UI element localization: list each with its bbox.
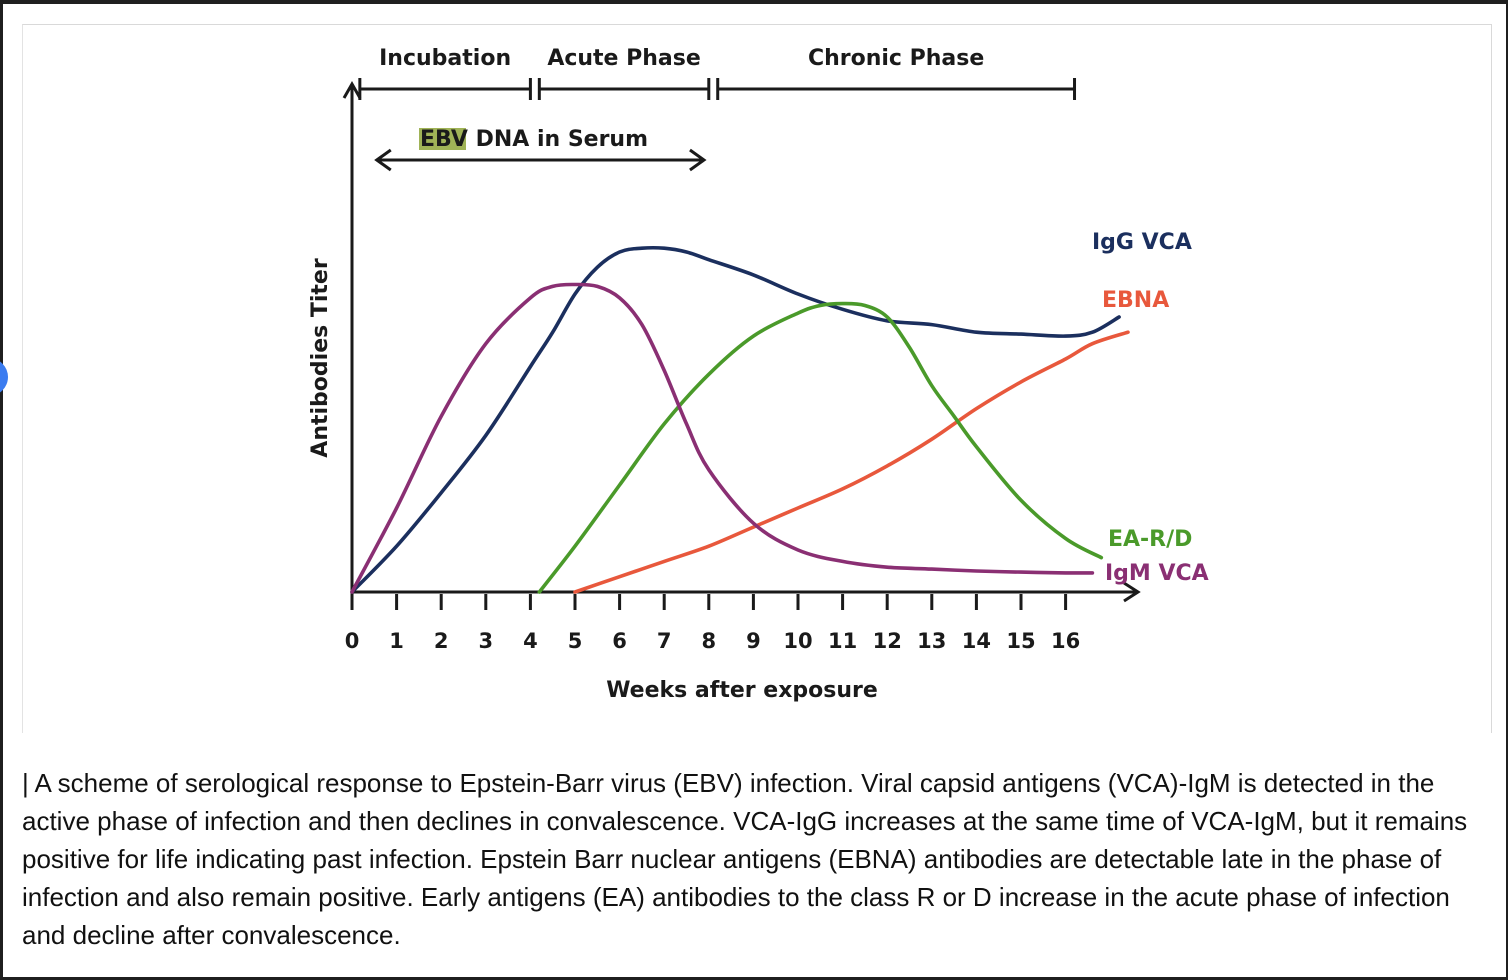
x-tick-label: 16: [1051, 629, 1080, 653]
dna-span-label: EBV DNA in Serum: [420, 127, 648, 152]
series-label-ebna: EBNA: [1102, 288, 1169, 313]
series-line-ebna: [573, 330, 1130, 594]
ebv-highlight-box: [419, 128, 466, 150]
x-tick-label: 7: [657, 629, 672, 653]
x-tick-label: 13: [917, 629, 946, 653]
x-tick-label: 0: [345, 629, 360, 653]
x-tick-label: 15: [1006, 629, 1035, 653]
x-tick-label: 9: [746, 629, 761, 653]
series-line-ea-r-d: [537, 301, 1104, 594]
x-tick-label: 4: [523, 629, 538, 653]
x-tick-label: 1: [389, 629, 404, 653]
series-label-igm-vca: IgM VCA: [1105, 561, 1209, 586]
x-tick-label: 14: [962, 629, 991, 653]
window-frame-right: [1506, 0, 1508, 980]
x-tick-label: 11: [828, 629, 857, 653]
phase-label: Chronic Phase: [808, 46, 984, 71]
x-tick-label: 2: [434, 629, 449, 653]
dna-span-label-highlight: EBV: [420, 127, 468, 152]
x-tick-label: 5: [568, 629, 583, 653]
series-line-igg-vca: [350, 245, 1121, 594]
series-label-igg-vca: IgG VCA: [1092, 230, 1192, 255]
phase-label: Incubation: [379, 46, 511, 71]
dna-span-left-arrowhead: [374, 148, 392, 172]
y-axis-arrowhead: [342, 80, 362, 99]
window-frame-bottom: [0, 977, 1508, 980]
window-frame-top: [0, 0, 1508, 4]
figure-caption: | A scheme of serological response to Ep…: [22, 768, 1468, 950]
x-tick-label: 3: [478, 629, 493, 653]
dna-span-right-arrowhead: [689, 148, 707, 172]
x-axis-label: Weeks after exposure: [606, 678, 878, 703]
y-axis-label: Antibodies Titer: [308, 258, 333, 458]
dna-span-label-rest: DNA in Serum: [468, 127, 648, 152]
x-tick-label: 10: [783, 629, 812, 653]
phase-label: Acute Phase: [547, 46, 700, 71]
window-frame-left: [0, 0, 3, 980]
x-axis-arrowhead: [1123, 581, 1141, 603]
x-tick-label: 8: [701, 629, 716, 653]
figure-card: [22, 24, 1492, 733]
x-tick-label: 12: [873, 629, 902, 653]
series-label-ea-r-d: EA-R/D: [1108, 527, 1192, 552]
side-scroll-indicator[interactable]: [0, 358, 8, 396]
x-tick-label: 6: [612, 629, 627, 653]
series-line-igm-vca: [350, 282, 1095, 594]
